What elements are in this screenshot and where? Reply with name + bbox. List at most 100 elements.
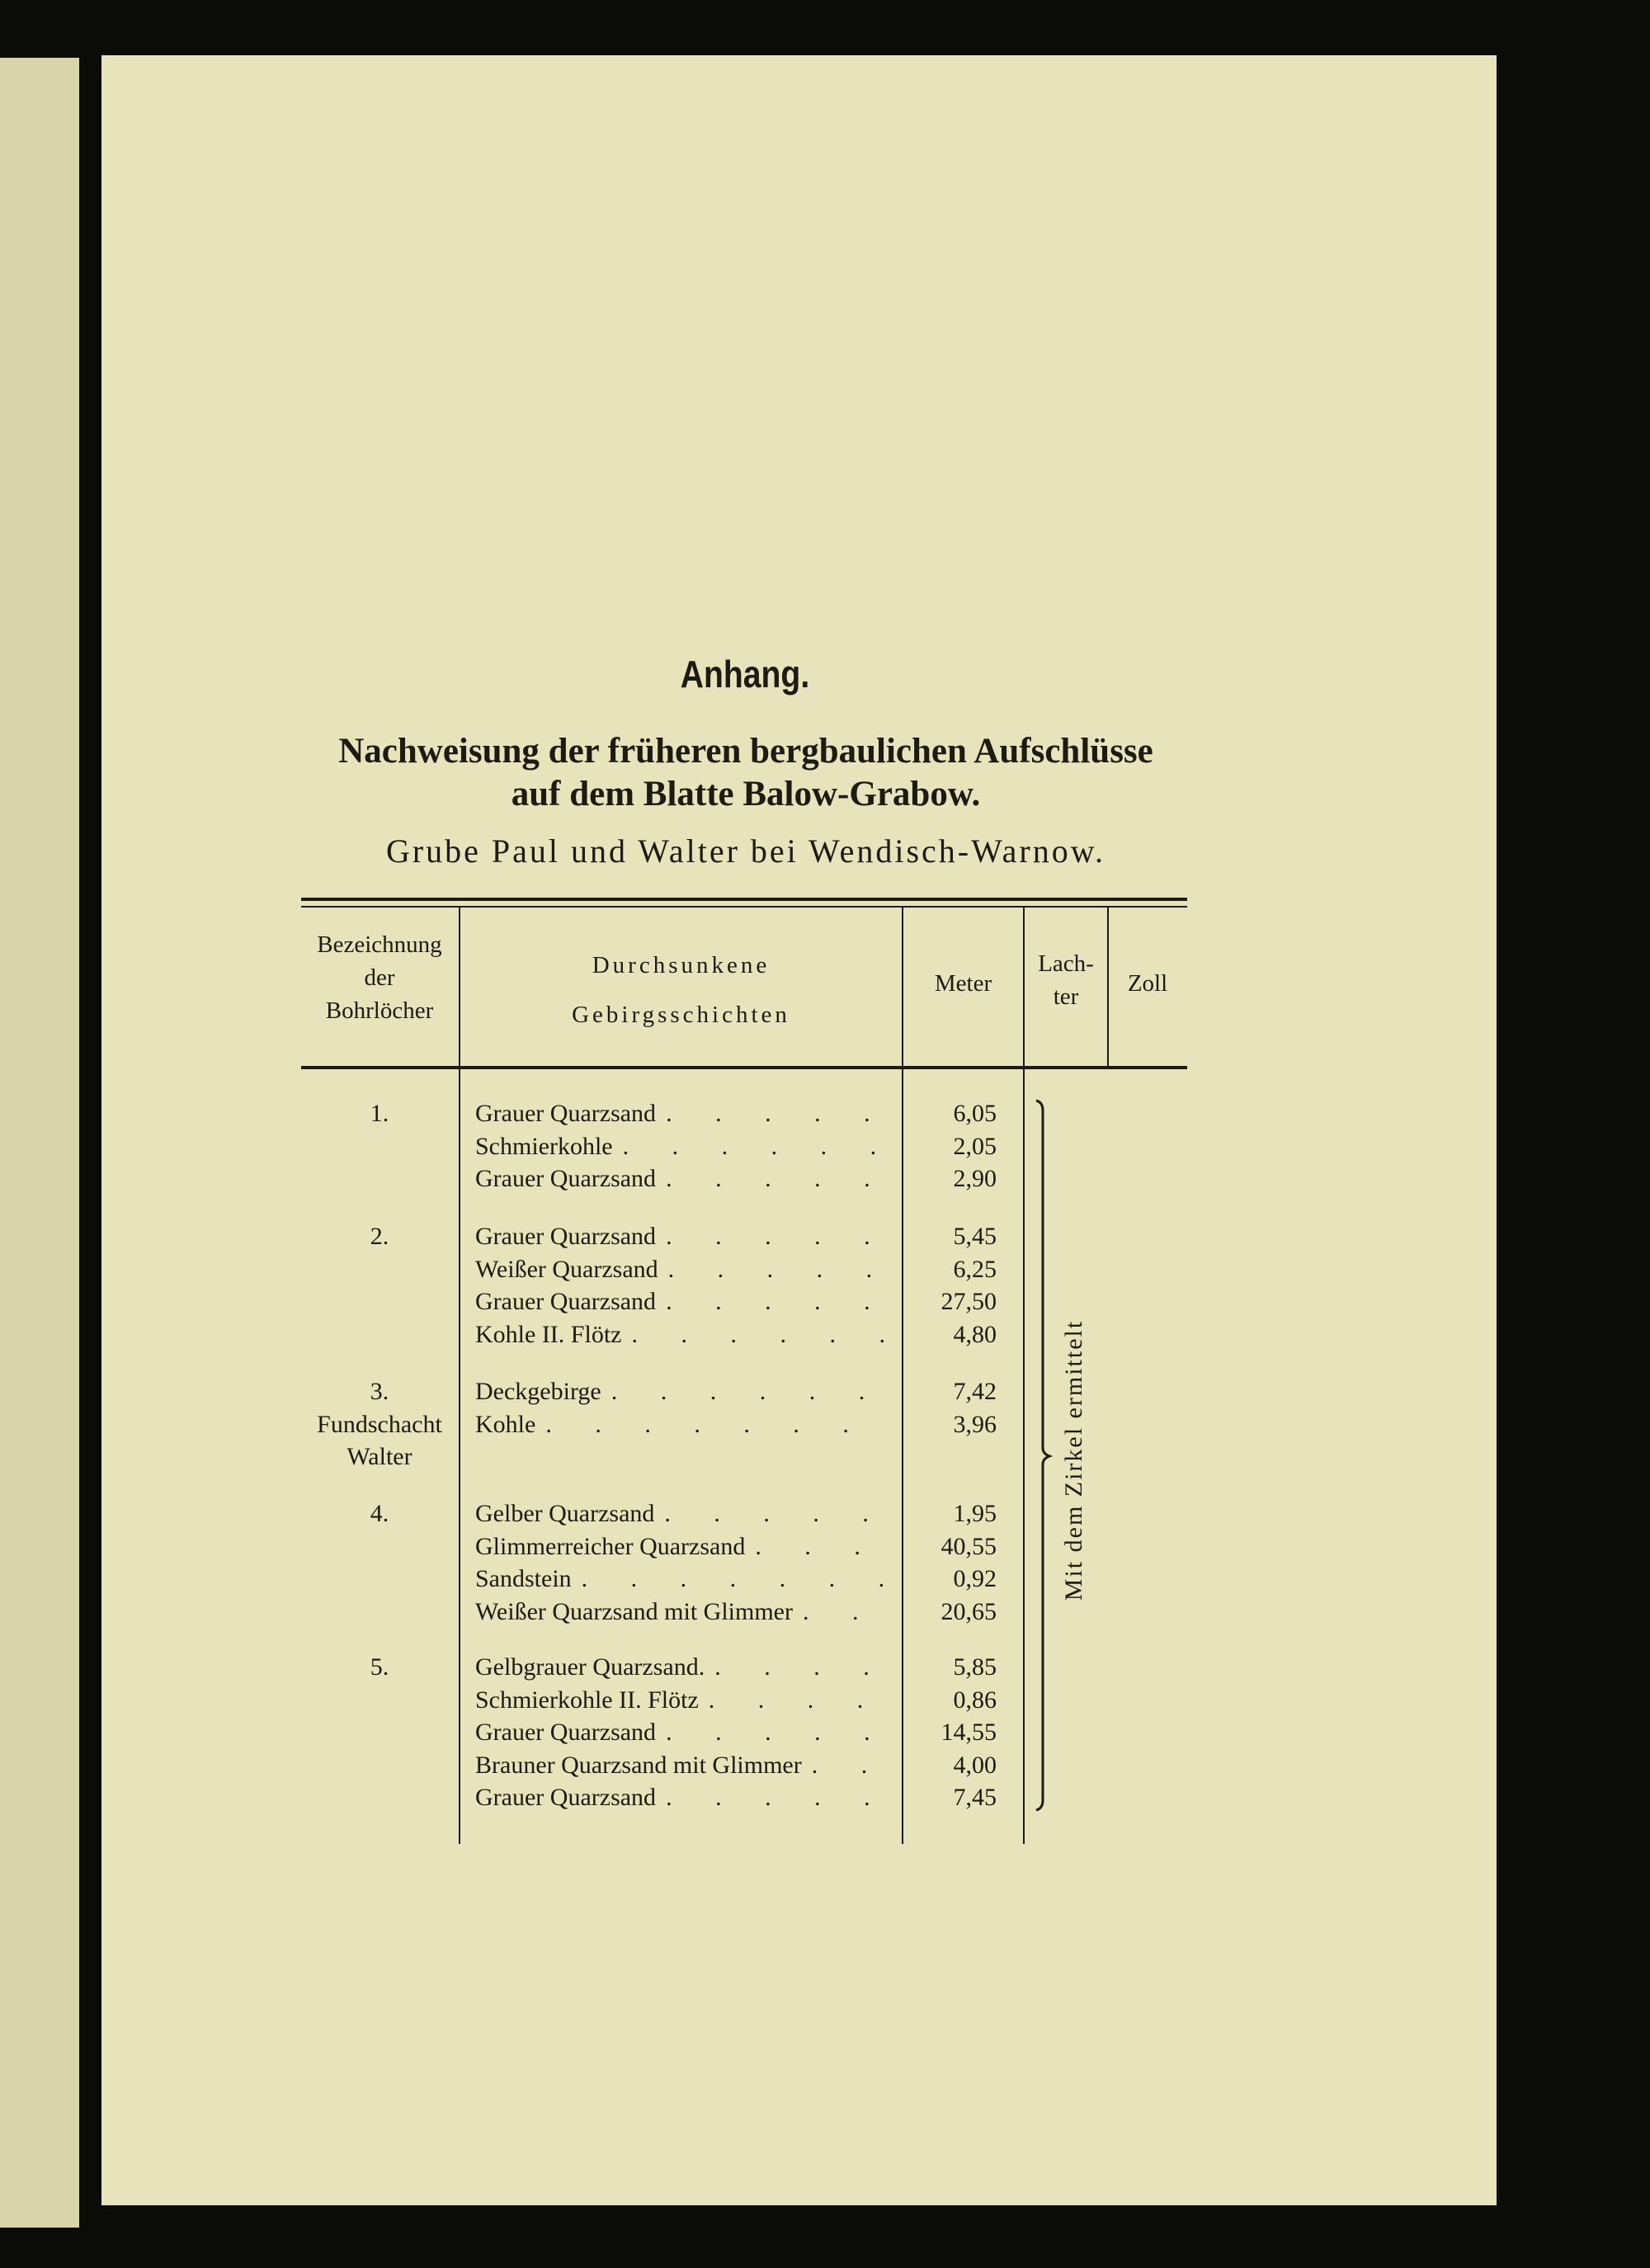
bohrloch-label: 4.	[370, 1500, 389, 1527]
meter-value: 27,50	[940, 1288, 997, 1315]
header-schichten: Durchsunkene Gebirgsschichten	[460, 941, 902, 1040]
meter-value: 2,05	[953, 1132, 997, 1160]
layer-description: Grauer Quarzsand	[475, 1097, 888, 1130]
layer-description: Schmierkohle II. Flötz	[475, 1684, 888, 1717]
layer-name: Schmierkohle	[475, 1132, 613, 1160]
meter-value: 7,45	[953, 1784, 997, 1811]
meter-value: 7,42	[953, 1378, 997, 1405]
layer-name: Grauer Quarzsand	[475, 1165, 657, 1192]
layer-name: Gelbgrauer Quarzsand.	[475, 1653, 705, 1681]
meter-value: 3,96	[953, 1410, 997, 1438]
dot-leader	[656, 1781, 888, 1814]
bohrloch-label: 3.	[370, 1378, 389, 1405]
layer-description: Gelbgrauer Quarzsand.	[475, 1651, 888, 1684]
top-rule-thin	[301, 906, 1187, 908]
bohrloch-label: 2.	[370, 1223, 389, 1250]
bohrloch-label: Walter	[346, 1443, 412, 1470]
layer-name: Grauer Quarzsand	[475, 1719, 657, 1746]
meter-value: 6,25	[953, 1255, 997, 1283]
header-text: Bezeichnung	[317, 931, 442, 958]
layer-name: Sandstein	[475, 1565, 572, 1592]
layer-description: Glimmerreicher Quarzsand	[475, 1530, 888, 1563]
dot-leader	[656, 1220, 888, 1253]
meter-value: 0,92	[953, 1565, 997, 1592]
bohrloch-label: Fundschacht	[317, 1410, 442, 1438]
header-zoll: Zoll	[1127, 970, 1168, 997]
column-divider	[1107, 908, 1109, 1066]
layer-description: Weißer Quarzsand mit Glimmer	[475, 1596, 888, 1629]
layer-description: Gelber Quarzsand	[475, 1497, 888, 1530]
dot-leader	[601, 1375, 888, 1408]
layer-description: Deckgebirge	[475, 1375, 888, 1408]
meter-value: 5,45	[953, 1223, 997, 1250]
header-text: Durchsunkene	[592, 952, 771, 978]
column-divider	[902, 908, 903, 1844]
meter-value: 14,55	[940, 1719, 997, 1746]
dot-leader	[656, 1285, 888, 1318]
top-rule-thick	[301, 898, 1187, 901]
layer-name: Schmierkohle II. Flötz	[475, 1686, 699, 1714]
layer-name: Kohle	[475, 1410, 536, 1438]
layer-description: Grauer Quarzsand	[475, 1716, 888, 1749]
layer-description: Grauer Quarzsand	[475, 1220, 888, 1253]
header-lachter: Lach- ter	[1025, 947, 1107, 1013]
layer-description: Grauer Quarzsand	[475, 1285, 888, 1318]
layer-name: Weißer Quarzsand	[475, 1255, 658, 1283]
meter-value: 4,80	[953, 1320, 997, 1348]
subtitle-line-2: auf dem Blatte Balow-Grabow.	[511, 775, 981, 813]
dot-leader	[658, 1253, 888, 1286]
subtitle-line-1: Nachweisung der früheren bergbaulichen A…	[338, 732, 1153, 771]
column-divider	[459, 908, 460, 1844]
layer-name: Brauner Quarzsand mit Glimmer	[475, 1751, 802, 1779]
header-rule	[301, 1066, 1187, 1069]
dot-leader	[654, 1497, 888, 1530]
layer-name: Grauer Quarzsand	[475, 1100, 657, 1127]
layer-description: Schmierkohle	[475, 1130, 888, 1163]
meter-value: 0,86	[953, 1686, 997, 1714]
layer-description: Sandstein	[475, 1563, 888, 1596]
dot-leader	[572, 1563, 888, 1596]
layer-name: Glimmerreicher Quarzsand	[475, 1532, 746, 1560]
layer-name: Deckgebirge	[475, 1378, 601, 1405]
header-meter: Meter	[934, 970, 992, 997]
dot-leader	[656, 1162, 888, 1195]
layer-name: Grauer Quarzsand	[475, 1784, 657, 1811]
bohrloch-label: 1.	[370, 1100, 389, 1127]
dot-leader	[535, 1408, 888, 1441]
layer-name: Kohle II. Flötz	[475, 1320, 622, 1348]
meter-value: 2,90	[953, 1165, 997, 1192]
bracket-note: Mit dem Zirkel ermittelt	[1060, 1319, 1087, 1601]
dot-leader	[656, 1716, 888, 1749]
layer-description: Kohle II. Flötz	[475, 1318, 888, 1351]
layer-name: Grauer Quarzsand	[475, 1223, 657, 1250]
layer-description: Grauer Quarzsand	[475, 1162, 888, 1195]
dot-leader	[802, 1749, 888, 1782]
heading: Anhang.	[680, 653, 810, 695]
layer-description: Brauner Quarzsand mit Glimmer	[475, 1749, 888, 1782]
header-text: Lach-	[1038, 950, 1094, 977]
layer-name: Gelber Quarzsand	[475, 1500, 655, 1527]
left-page-edge	[0, 58, 79, 2228]
meter-value: 40,55	[940, 1532, 997, 1560]
meter-value: 4,00	[953, 1751, 997, 1779]
layer-description: Weißer Quarzsand	[475, 1253, 888, 1286]
layer-description: Kohle	[475, 1408, 888, 1441]
header-text: Gebirgsschichten	[572, 1002, 790, 1028]
dot-leader	[656, 1097, 888, 1130]
subtitle-line-3: Grube Paul und Walter bei Wendisch-Warno…	[385, 832, 1106, 870]
header-text: der	[364, 964, 395, 991]
meter-value: 1,95	[953, 1500, 997, 1527]
column-divider	[1023, 908, 1025, 1844]
layer-name: Weißer Quarzsand mit Glimmer	[475, 1597, 793, 1625]
header-text: Bohrlöcher	[325, 997, 434, 1024]
dot-leader	[745, 1530, 888, 1563]
dot-leader	[793, 1596, 888, 1629]
dot-leader	[613, 1130, 888, 1163]
meter-value: 20,65	[940, 1597, 997, 1625]
meter-value: 6,05	[953, 1100, 997, 1127]
brace-icon	[1035, 1099, 1054, 1812]
header-text: ter	[1053, 983, 1079, 1010]
dot-leader	[699, 1684, 888, 1717]
meter-value: 5,85	[953, 1653, 997, 1681]
layer-name: Grauer Quarzsand	[475, 1288, 657, 1315]
